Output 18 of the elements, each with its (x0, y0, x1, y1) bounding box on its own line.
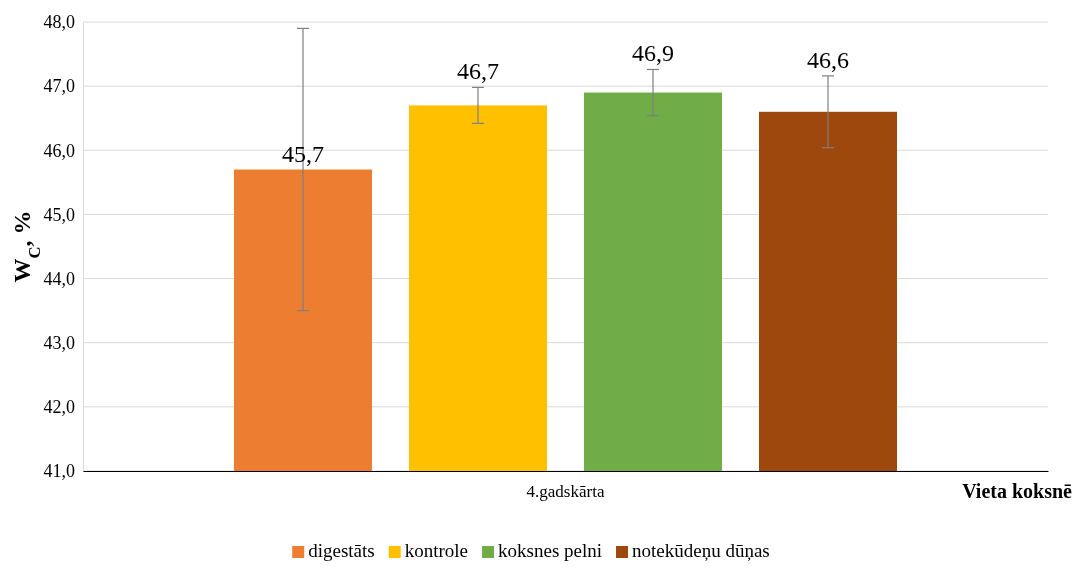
x-axis-title: Vieta koksnē (962, 480, 1073, 502)
y-tick-label: 47,0 (43, 76, 75, 97)
data-label: 46,6 (807, 46, 849, 73)
data-label: 46,7 (457, 58, 499, 85)
y-tick-label: 43,0 (43, 332, 75, 353)
data-label: 46,9 (632, 40, 674, 67)
y-tick-label: 44,0 (43, 268, 75, 289)
x-tick-label: 4.gadskārta (526, 482, 605, 502)
data-label: 45,7 (282, 140, 324, 167)
y-tick-label: 45,0 (43, 204, 75, 225)
y-tick-label: 41,0 (43, 461, 75, 482)
y-tick-label: 46,0 (43, 140, 75, 161)
legend-label: kontrole (404, 540, 469, 561)
y-tick-label: 42,0 (43, 397, 75, 418)
y-tick-label: 48,0 (43, 12, 75, 33)
legend-label: koksnes pelni (498, 540, 603, 561)
legend-label: digestāts (308, 540, 375, 561)
legend-label: notekūdeņu dūņas (632, 540, 770, 561)
